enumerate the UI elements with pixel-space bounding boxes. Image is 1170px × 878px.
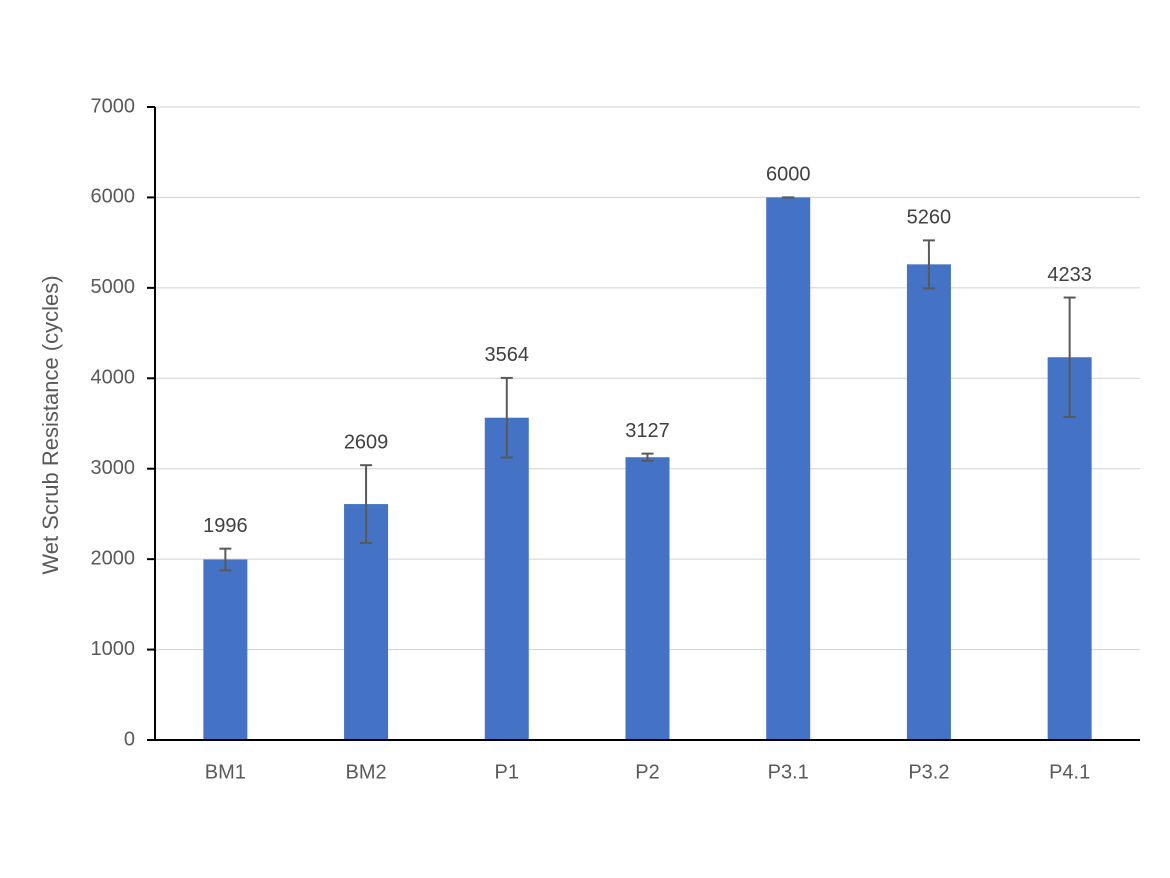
data-label: 2609 — [344, 431, 389, 453]
x-tick-label: P3.2 — [908, 761, 949, 783]
error-bar — [1063, 296, 1076, 418]
x-tick-label: BM2 — [346, 761, 387, 783]
x-tick-label: BM1 — [205, 761, 246, 783]
y-tick-label: 7000 — [91, 95, 136, 117]
data-label: 1996 — [203, 515, 248, 537]
bar — [203, 559, 248, 740]
y-axis-title: Wet Scrub Resistance (cycles) — [38, 275, 63, 574]
x-tick-label: P1 — [495, 761, 519, 783]
y-tick-label: 4000 — [91, 367, 136, 389]
bar — [625, 457, 670, 740]
bar — [766, 197, 811, 740]
x-tick-label: P4.1 — [1049, 761, 1090, 783]
y-tick-label: 0 — [124, 728, 135, 750]
x-tick-label: P3.1 — [768, 761, 809, 783]
error-bar — [500, 376, 513, 459]
bar — [906, 264, 951, 740]
bar — [1047, 357, 1092, 740]
y-tick-label: 5000 — [91, 276, 136, 298]
y-tick-label: 2000 — [91, 547, 136, 569]
error-bar — [360, 464, 373, 544]
error-bar — [641, 452, 654, 462]
y-tick-label: 3000 — [91, 457, 136, 479]
data-label: 3564 — [485, 344, 530, 366]
y-tick-label: 1000 — [91, 638, 136, 660]
data-label: 6000 — [766, 164, 811, 186]
data-label: 3127 — [625, 420, 670, 442]
y-tick-label: 6000 — [91, 186, 136, 208]
data-label: 5260 — [907, 207, 952, 229]
x-tick-label: P2 — [635, 761, 659, 783]
error-bar — [219, 547, 232, 572]
error-bar — [922, 239, 935, 290]
bar — [484, 417, 529, 740]
data-label: 4233 — [1047, 264, 1092, 286]
